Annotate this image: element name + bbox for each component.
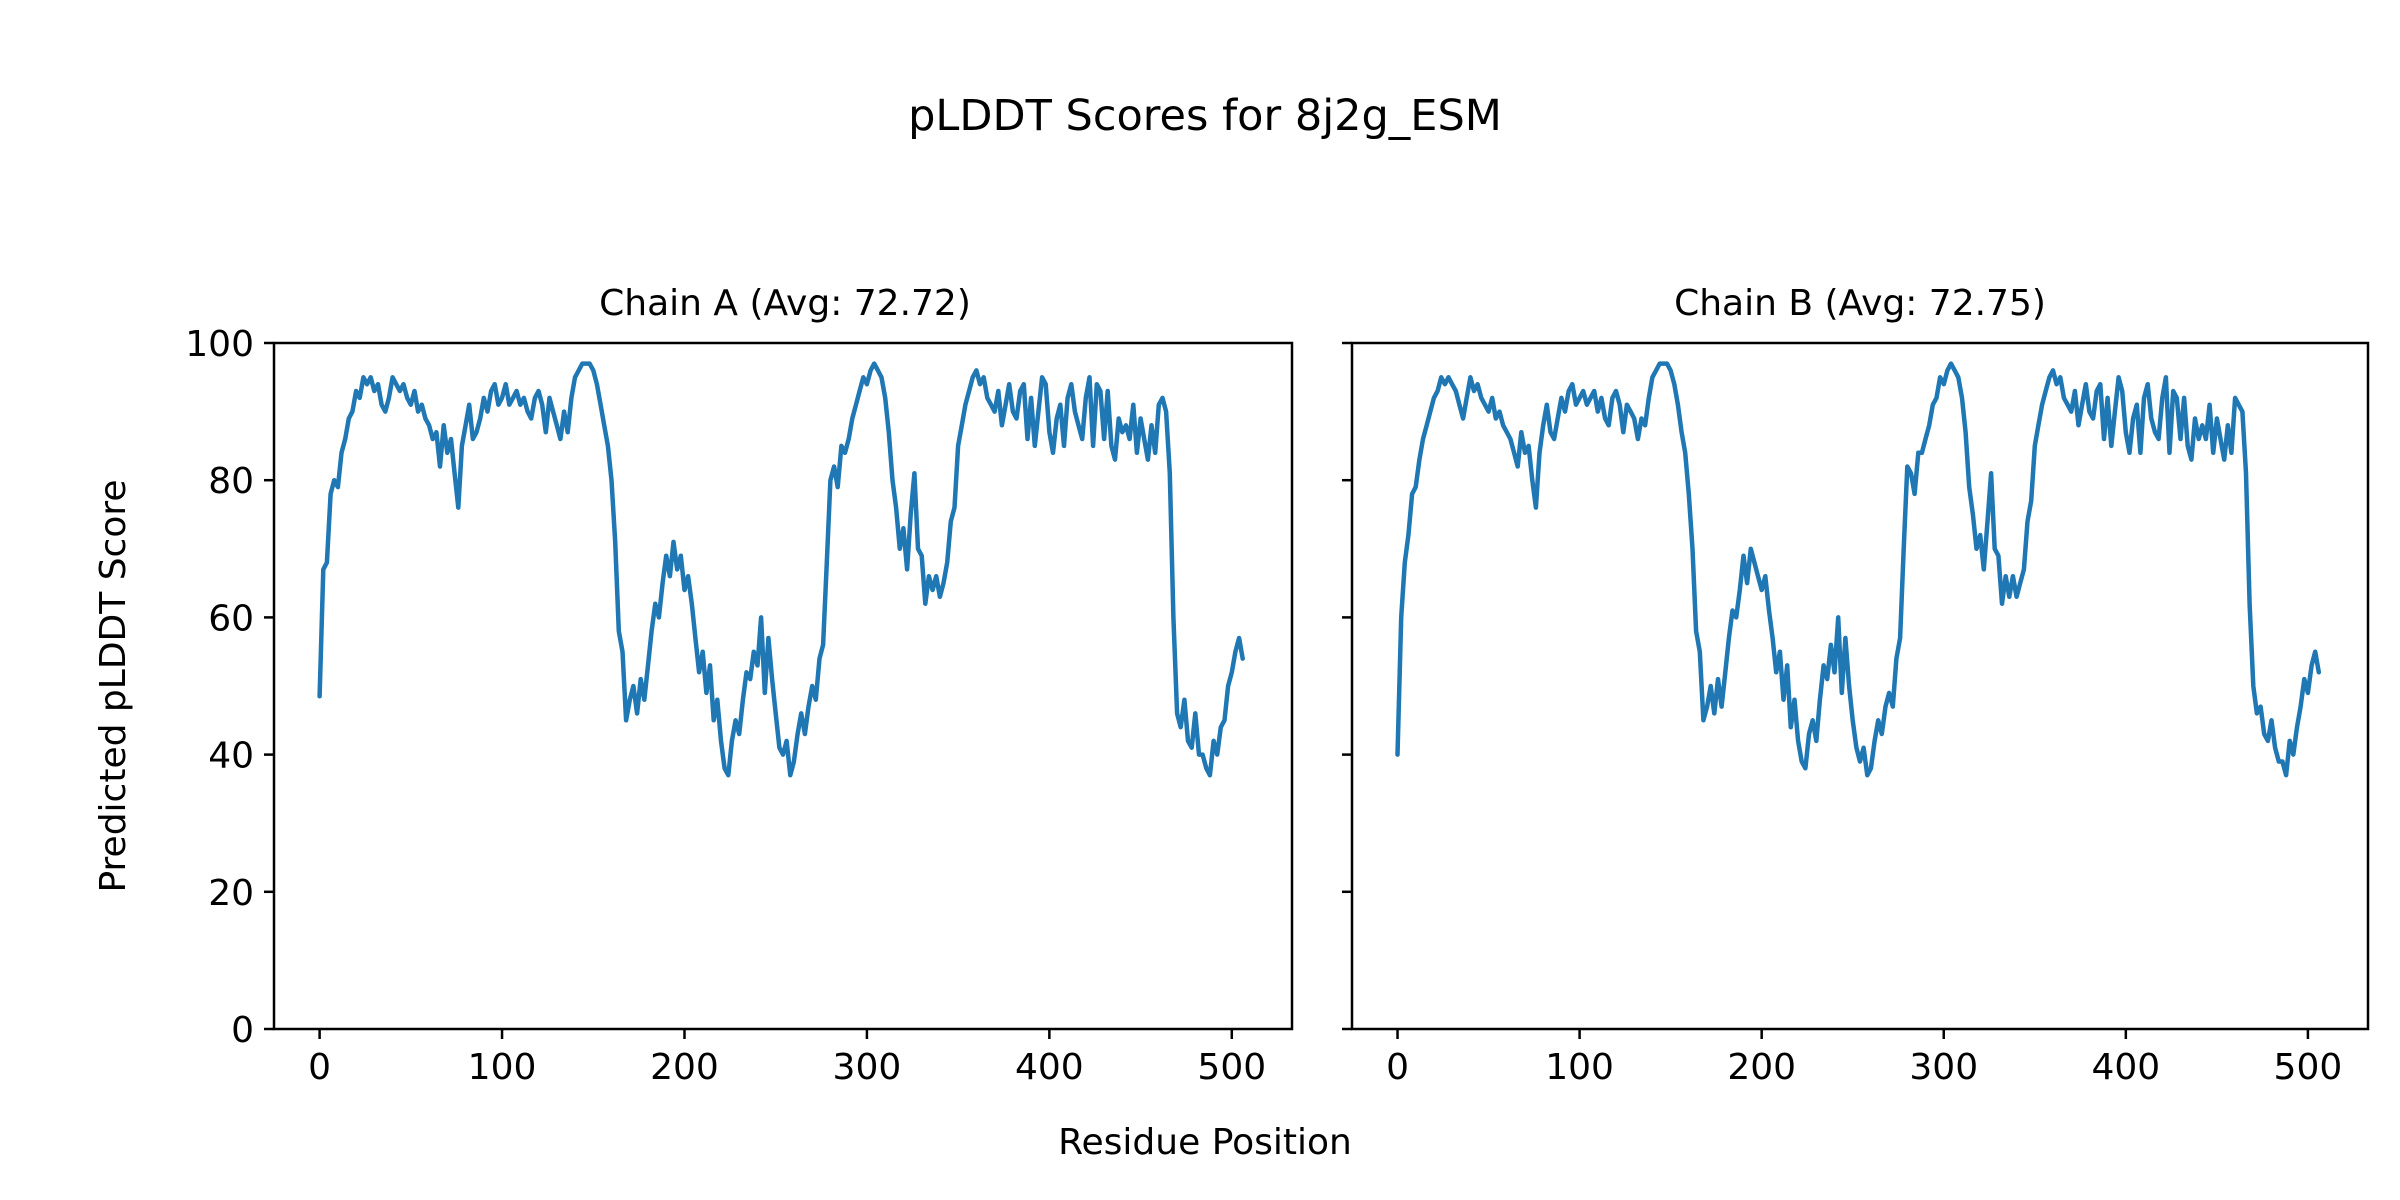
x-tick-label: 400 — [2091, 1047, 2160, 1088]
panel-chain-a: Chain A (Avg: 72.72) 0 100 200 300 400 500 0 20… — [185, 283, 1294, 1088]
y-tick-label: 100 — [185, 324, 254, 365]
x-tick-label: 500 — [1197, 1047, 1266, 1088]
y-tick-label: 80 — [208, 461, 254, 502]
x-tick-label: 100 — [468, 1047, 537, 1088]
axes-ticks-chain-b: 0 100 200 300 400 500 — [1342, 341, 2343, 1088]
x-tick-label: 400 — [1015, 1047, 1084, 1088]
x-tick-label: 200 — [1727, 1047, 1796, 1088]
x-tick-label: 0 — [308, 1047, 331, 1088]
x-tick-label: 300 — [1909, 1047, 1978, 1088]
y-axis-label: Predicted pLDDT Score — [93, 479, 134, 892]
figure-title: pLDDT Scores for 8j2g_ESM — [908, 91, 1502, 141]
x-tick-label: 500 — [2274, 1047, 2343, 1088]
y-tick-label: 20 — [208, 873, 254, 914]
x-tick-label: 100 — [1545, 1047, 1614, 1088]
y-tick-label: 60 — [208, 598, 254, 639]
panel-title-chain-a: Chain A (Avg: 72.72) — [599, 283, 971, 324]
x-tick-label: 0 — [1386, 1047, 1409, 1088]
x-tick-label: 300 — [833, 1047, 902, 1088]
x-tick-label: 200 — [650, 1047, 719, 1088]
panel-title-chain-b: Chain B (Avg: 72.75) — [1674, 283, 2046, 324]
axes-frame-chain-b — [1350, 341, 2370, 1031]
x-axis-label: Residue Position — [1058, 1122, 1352, 1163]
axes-ticks-chain-a: 0 100 200 300 400 500 0 20 40 60 80 100 — [185, 324, 1266, 1088]
panel-chain-b: Chain B (Avg: 72.75) 0 100 200 300 400 500 — [1342, 283, 2370, 1088]
plddt-line-chain-a — [317, 361, 1245, 778]
plddt-line-chain-b — [1395, 361, 2322, 778]
y-tick-label: 0 — [231, 1010, 254, 1051]
y-tick-label: 40 — [208, 736, 254, 777]
axes-frame-chain-a — [272, 341, 1294, 1031]
